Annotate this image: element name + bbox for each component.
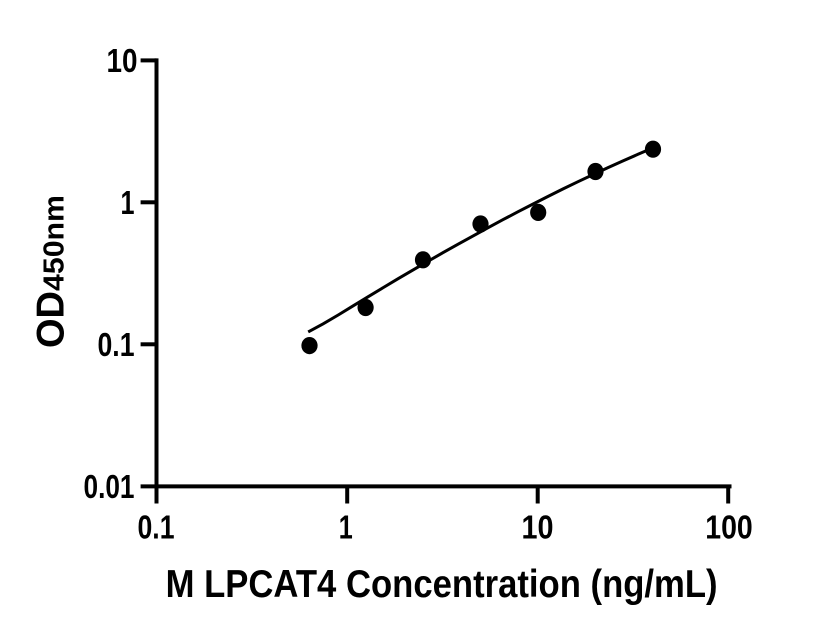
svg-text:1: 1 bbox=[339, 510, 353, 547]
svg-text:0.1: 0.1 bbox=[138, 510, 175, 547]
svg-text:0.1: 0.1 bbox=[98, 327, 135, 364]
svg-text:100: 100 bbox=[705, 510, 753, 547]
svg-text:10: 10 bbox=[107, 43, 138, 80]
svg-text:10: 10 bbox=[522, 510, 554, 547]
svg-text:0.01: 0.01 bbox=[84, 469, 135, 506]
svg-text:1: 1 bbox=[121, 185, 135, 222]
svg-text:M LPCAT4 Concentration (ng/mL): M LPCAT4 Concentration (ng/mL) bbox=[166, 563, 718, 606]
svg-text:OD450nm: OD450nm bbox=[30, 195, 73, 348]
